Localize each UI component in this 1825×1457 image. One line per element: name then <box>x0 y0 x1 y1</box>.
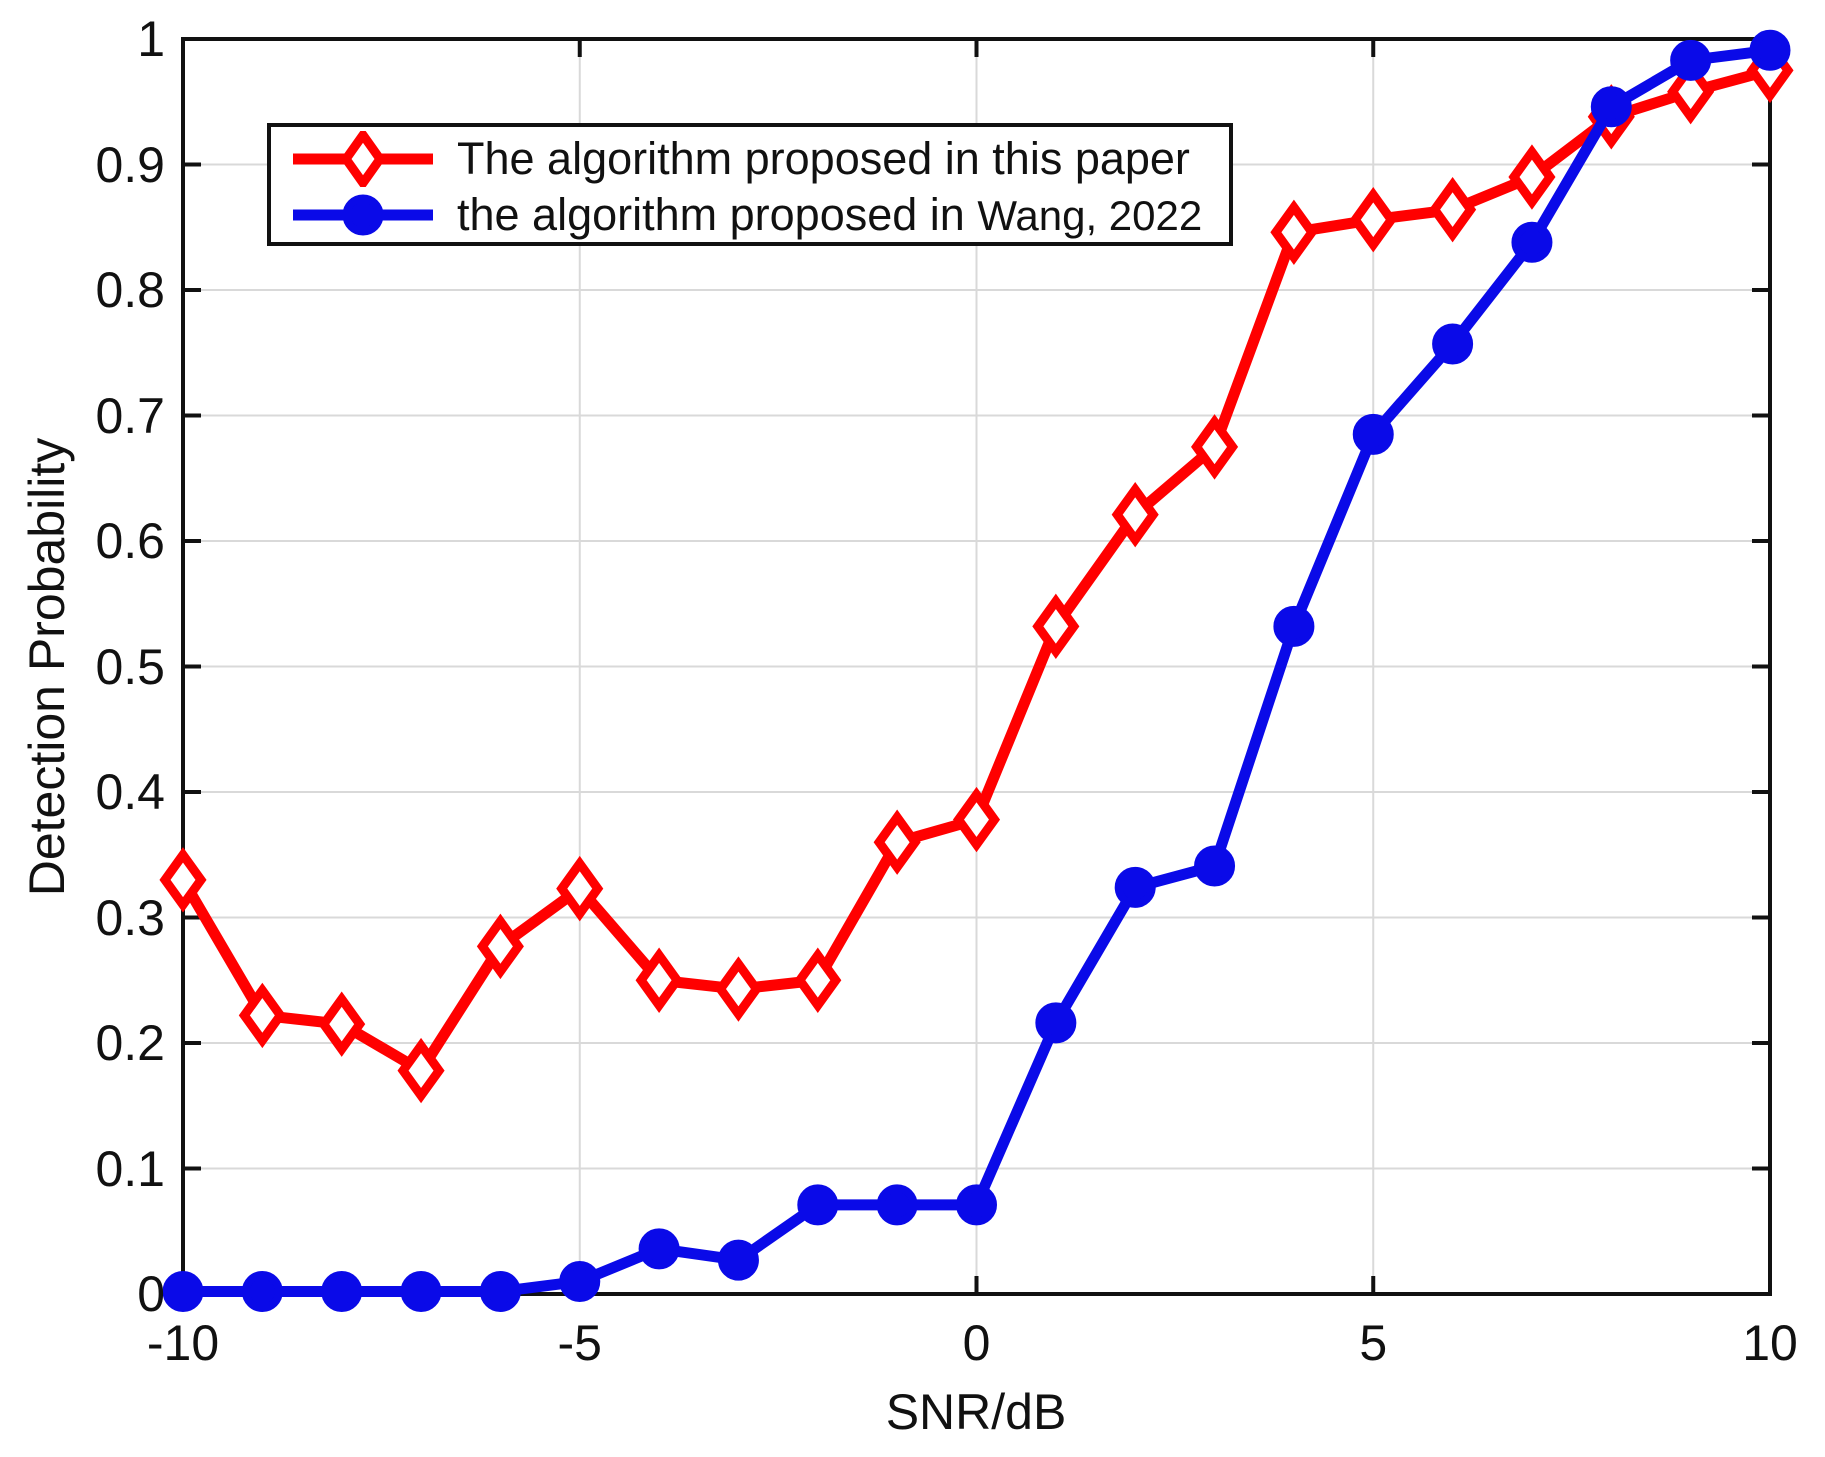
diamond-marker-series-0 <box>159 847 207 913</box>
x-tick-label: -10 <box>146 1315 220 1371</box>
x-tick-label: -5 <box>557 1315 602 1371</box>
circle-marker-series-1 <box>321 1270 363 1312</box>
diamond-marker-series-0 <box>556 855 604 922</box>
diamond-marker-series-0 <box>1191 414 1239 480</box>
x-tick-label: 5 <box>1359 1315 1388 1371</box>
diamond-marker-series-0 <box>1270 199 1318 265</box>
y-tick-label: 0.6 <box>95 513 165 569</box>
circle-marker-series-1 <box>1670 39 1712 81</box>
blue-circle-line-icon <box>293 194 433 236</box>
legend-item-wang2022: the algorithm proposed in Wang, 2022 <box>281 187 1229 243</box>
diamond-marker-series-0 <box>794 947 842 1013</box>
circle-marker-series-1 <box>1273 605 1315 647</box>
y-tick-label: 0.8 <box>95 262 165 318</box>
diamond-marker-series-0 <box>476 913 524 980</box>
circle-marker-series-1 <box>717 1239 759 1281</box>
diamond-marker-series-0 <box>1032 593 1080 660</box>
legend-item-proposed: The algorithm proposed in this paper <box>281 131 1229 187</box>
diamond-marker-series-0 <box>873 809 921 875</box>
y-tick-label: 0.2 <box>95 1015 165 1071</box>
diamond-marker-series-0 <box>318 991 366 1057</box>
circle-marker-series-1 <box>1352 413 1394 455</box>
x-tick-label: 0 <box>962 1315 991 1371</box>
circle-marker-series-1 <box>797 1184 839 1226</box>
legend: The algorithm proposed in this paper the… <box>267 123 1233 246</box>
legend-item-label: the algorithm proposed in Wang, 2022 <box>457 189 1202 241</box>
blue-circle-marker-icon <box>342 194 384 236</box>
y-tick-label: 0.3 <box>95 889 165 946</box>
circle-marker-series-1 <box>241 1270 283 1312</box>
circle-marker-series-1 <box>1511 221 1553 263</box>
y-tick-label: 0 <box>137 1266 165 1322</box>
circle-marker-series-1 <box>956 1184 997 1226</box>
circle-marker-series-1 <box>559 1260 601 1302</box>
circle-marker-series-1 <box>638 1228 680 1270</box>
circle-marker-series-1 <box>1590 86 1632 128</box>
circle-marker-series-1 <box>1194 845 1236 887</box>
y-axis-label: Detection Probability <box>19 437 75 897</box>
x-axis-label: SNR/dB <box>885 1384 1067 1440</box>
diamond-marker-series-0 <box>1111 481 1159 548</box>
circle-marker-series-1 <box>479 1270 521 1312</box>
diamond-marker-series-0 <box>952 786 1001 853</box>
y-tick-label: 0.1 <box>95 1140 165 1197</box>
y-tick-label: 1 <box>137 11 165 67</box>
red-diamond-line-icon <box>293 131 433 187</box>
circle-marker-series-1 <box>1035 1002 1077 1044</box>
legend-item-label-prefix: the algorithm proposed in <box>457 189 978 240</box>
y-tick-label: 0.4 <box>95 764 165 820</box>
diamond-marker-series-0 <box>1508 144 1556 210</box>
diamond-marker-series-0 <box>397 1037 445 1104</box>
diamond-marker-series-0 <box>1349 187 1397 253</box>
y-tick-label: 0.7 <box>95 387 165 444</box>
circle-marker-series-1 <box>1432 323 1474 365</box>
diamond-marker-series-0 <box>714 956 762 1022</box>
y-tick-label: 0.5 <box>95 638 165 695</box>
diamond-marker-series-0 <box>1667 59 1715 125</box>
circle-marker-series-1 <box>162 1270 204 1312</box>
red-diamond-marker-icon <box>340 131 386 187</box>
diamond-marker-series-0 <box>635 947 683 1013</box>
diamond-marker-series-0 <box>1429 176 1477 243</box>
circle-marker-series-1 <box>876 1184 918 1226</box>
circle-marker-series-1 <box>1749 29 1791 71</box>
circle-marker-series-1 <box>1114 866 1156 908</box>
legend-item-label: The algorithm proposed in this paper <box>457 133 1190 184</box>
legend-item-citation: Wang, 2022 <box>977 192 1203 239</box>
circle-marker-series-1 <box>400 1270 442 1312</box>
y-tick-label: 0.9 <box>95 136 165 193</box>
diamond-marker-series-0 <box>238 982 286 1049</box>
x-tick-label: 10 <box>1742 1315 1798 1371</box>
